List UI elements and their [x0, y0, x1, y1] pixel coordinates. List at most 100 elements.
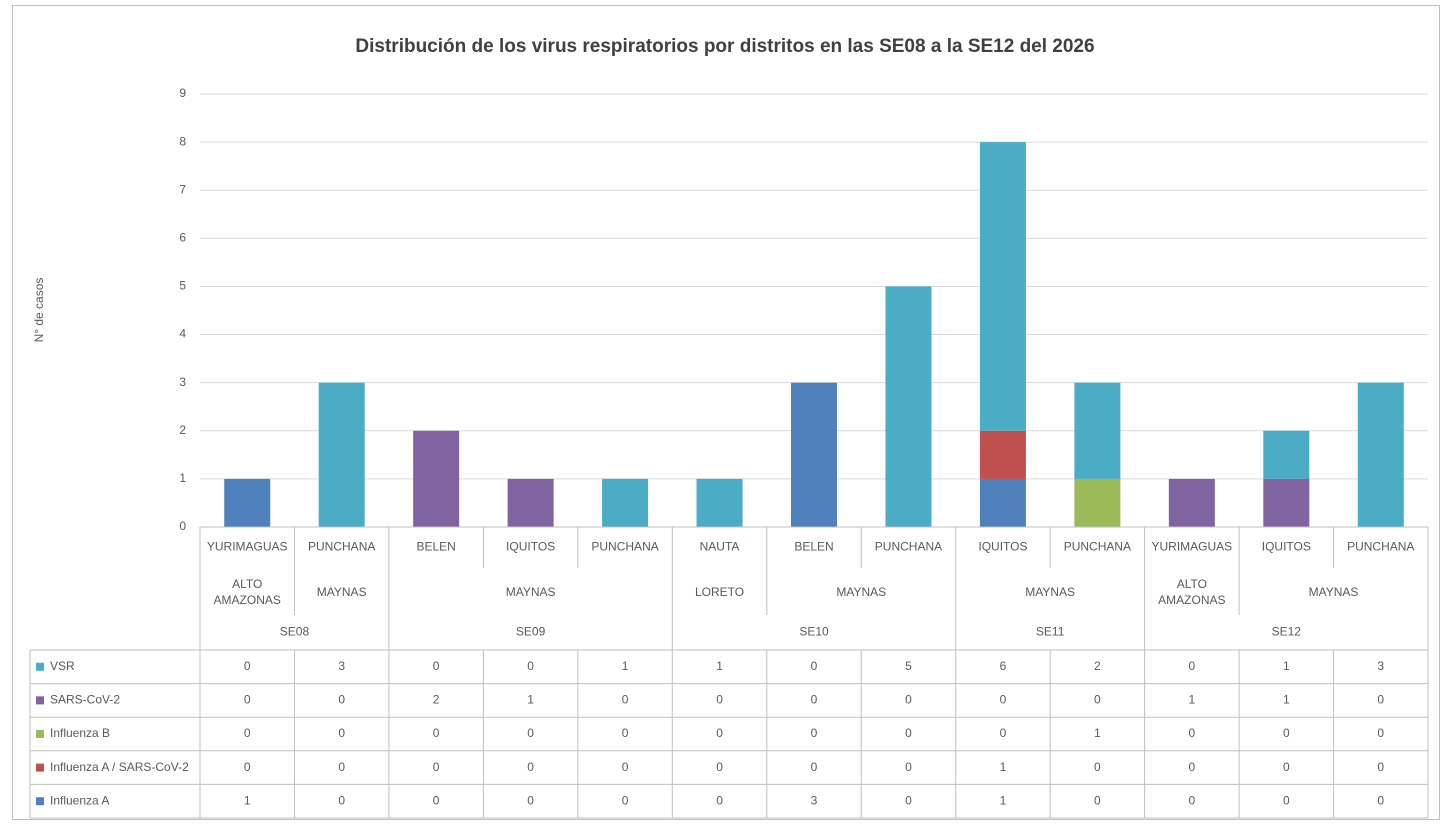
- table-cell: 0: [622, 760, 629, 774]
- x-tick-label: IQUITOS: [506, 540, 555, 554]
- legend-label: Influenza A / SARS-CoV-2: [50, 760, 189, 774]
- table-cell: 0: [811, 760, 818, 774]
- x-tick-label: IQUITOS: [1262, 540, 1311, 554]
- x-tick-label: BELEN: [416, 540, 455, 554]
- table-cell: 0: [1283, 726, 1290, 740]
- table-cell: 1: [1000, 793, 1007, 807]
- table-cell: 0: [811, 659, 818, 673]
- x-tick-label: IQUITOS: [978, 540, 1027, 554]
- table-cell: 0: [716, 760, 723, 774]
- x-tick-label: PUNCHANA: [308, 540, 375, 554]
- table-cell: 2: [1094, 659, 1101, 673]
- table-cell: 0: [433, 659, 440, 673]
- table-cell: 1: [1283, 693, 1290, 707]
- bar-segment: [413, 430, 460, 527]
- x-tick-label: PUNCHANA: [875, 540, 942, 554]
- legend-swatch: [36, 696, 44, 705]
- table-cell: 0: [1094, 693, 1101, 707]
- group-label: SE12: [1272, 625, 1302, 639]
- province-label: ALTO AMAZONAS: [213, 576, 281, 607]
- province-label: MAYNAS: [836, 584, 887, 599]
- table-cell: 0: [433, 726, 440, 740]
- x-tick-label: BELEN: [794, 540, 833, 554]
- table-cell: 0: [1189, 726, 1196, 740]
- y-tick-label: 2: [179, 423, 186, 437]
- table-cell: 3: [338, 659, 345, 673]
- province-label: MAYNAS: [316, 584, 367, 599]
- y-tick-label: 3: [179, 375, 186, 389]
- legend-swatch: [36, 797, 44, 806]
- bar-segment: [791, 382, 837, 527]
- table-cell: 3: [811, 793, 818, 807]
- x-group-label-box: ALTO AMAZONAS: [213, 576, 281, 607]
- province-label: MAYNAS: [505, 584, 556, 599]
- table-cell: 0: [622, 726, 629, 740]
- y-tick-label: 7: [179, 182, 186, 196]
- bar-segment: [885, 286, 932, 527]
- table-cell: 6: [1000, 659, 1007, 673]
- chart-title: Distribución de los virus respiratorios …: [355, 36, 1094, 57]
- table-cell: 0: [1000, 726, 1007, 740]
- province-label: LORETO: [694, 584, 745, 599]
- bar-segment: [979, 478, 1026, 527]
- bar-segment: [1168, 478, 1215, 527]
- bar-segment: [979, 142, 1026, 431]
- table-cell: 0: [338, 693, 345, 707]
- bar-segment: [602, 478, 649, 527]
- bar-segment: [979, 430, 1026, 479]
- x-group-label-box: MAYNAS: [316, 584, 367, 599]
- legend-label: Influenza A: [50, 793, 109, 807]
- legend-label: VSR: [50, 659, 75, 673]
- group-label: SE09: [516, 625, 546, 639]
- table-cell: 0: [338, 760, 345, 774]
- x-group-label-box: ALTO AMAZONAS: [1158, 576, 1226, 607]
- x-tick-label: PUNCHANA: [591, 540, 658, 554]
- x-tick-label: PUNCHANA: [1347, 540, 1414, 554]
- table-cell: 0: [527, 726, 534, 740]
- group-label: SE10: [799, 625, 829, 639]
- bar-segment: [224, 478, 271, 527]
- x-tick-label: PUNCHANA: [1064, 540, 1131, 554]
- legend-label: Influenza B: [50, 726, 110, 740]
- province-label: ALTO AMAZONAS: [1158, 576, 1226, 607]
- x-tick-label: YURIMAGUAS: [207, 540, 288, 554]
- bar-segment: [1074, 478, 1121, 527]
- bar-segment: [1263, 478, 1310, 527]
- table-cell: 0: [1189, 793, 1196, 807]
- table-cell: 0: [905, 726, 912, 740]
- table-cell: 0: [244, 760, 251, 774]
- y-tick-label: 8: [179, 134, 186, 148]
- bar-segment: [507, 478, 554, 527]
- table-cell: 0: [527, 793, 534, 807]
- table-cell: 1: [1189, 693, 1196, 707]
- bar-segment: [318, 382, 365, 527]
- bar-segment: [1263, 430, 1310, 479]
- table-cell: 0: [905, 760, 912, 774]
- table-cell: 0: [527, 760, 534, 774]
- bar-segment: [696, 478, 743, 527]
- y-tick-label: 9: [179, 86, 186, 100]
- table-cell: 0: [244, 659, 251, 673]
- table-cell: 0: [811, 726, 818, 740]
- table-cell: 0: [1377, 693, 1384, 707]
- table-cell: 5: [905, 659, 912, 673]
- table-cell: 0: [622, 693, 629, 707]
- table-cell: 0: [905, 693, 912, 707]
- legend-swatch: [36, 763, 44, 772]
- table-cell: 0: [338, 726, 345, 740]
- table-cell: 1: [716, 659, 723, 673]
- group-label: SE08: [280, 625, 310, 639]
- bar-segment: [1357, 382, 1404, 527]
- table-cell: 0: [905, 793, 912, 807]
- table-cell: 0: [527, 659, 534, 673]
- table-cell: 0: [1094, 760, 1101, 774]
- y-tick-label: 4: [179, 327, 186, 341]
- table-cell: 0: [622, 793, 629, 807]
- x-group-label-box: LORETO: [694, 584, 745, 599]
- table-cell: 0: [716, 793, 723, 807]
- table-cell: 0: [1377, 793, 1384, 807]
- province-label: MAYNAS: [1025, 584, 1076, 599]
- table-cell: 0: [1283, 793, 1290, 807]
